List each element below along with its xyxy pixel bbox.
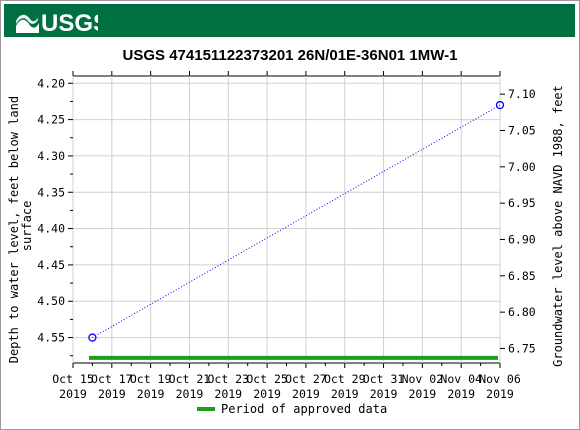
x-tick-year-label: 2019 [409, 387, 437, 401]
y-right-axis-label: Groundwater level above NAVD 1988, feet [551, 85, 565, 367]
y-left-tick-label: 4.45 [37, 258, 65, 272]
y-right-tick-label: 6.80 [508, 305, 536, 319]
x-tick-year-label: 2019 [292, 387, 320, 401]
x-tick-label: Nov 06 [479, 372, 521, 386]
y-left-axis-ticks: 4.20 4.25 4.30 4.35 4.40 4.45 4.50 4.55 [37, 76, 73, 357]
y-right-axis-ticks: 6.75 6.80 6.85 6.90 6.95 7.00 7.05 7.10 [500, 87, 536, 355]
y-left-tick-label: 4.50 [37, 294, 65, 308]
x-tick-label: Oct 21 [169, 372, 211, 386]
y-right-tick-label: 7.00 [508, 160, 536, 174]
x-tick-year-label: 2019 [486, 387, 514, 401]
series-line [92, 104, 501, 339]
x-tick-label: Nov 02 [402, 372, 444, 386]
y-right-tick-label: 7.10 [508, 87, 536, 101]
y-right-tick-label: 6.95 [508, 196, 536, 210]
legend-label-approved: Period of approved data [221, 402, 387, 416]
y-left-tick-label: 4.25 [37, 113, 65, 127]
usgs-header-banner: USGS [4, 4, 575, 37]
y-right-tick-label: 6.90 [508, 232, 536, 246]
x-tick-label: Nov 04 [440, 372, 482, 386]
x-tick-label: Oct 19 [130, 372, 172, 386]
y-right-tick-label: 6.75 [508, 341, 536, 355]
grid-lines [72, 76, 501, 363]
x-tick-year-label: 2019 [59, 387, 87, 401]
y-left-tick-label: 4.20 [37, 76, 65, 90]
y-right-tick-label: 6.85 [508, 269, 536, 283]
x-tick-label: Oct 17 [91, 372, 133, 386]
y-left-tick-label: 4.40 [37, 222, 65, 236]
x-tick-label: Oct 31 [363, 372, 405, 386]
chart-title: USGS 474151122373201 26N/01E-36N01 1MW-1 [123, 47, 458, 64]
x-tick-year-label: 2019 [370, 387, 398, 401]
x-tick-label: Oct 25 [246, 372, 288, 386]
x-tick-label: Oct 15 [52, 372, 94, 386]
y-left-axis-label: Depth to water level, feet below land su… [7, 89, 34, 364]
y-left-axis-label-line1: Depth to water level, feet below land [7, 96, 21, 363]
x-tick-year-label: 2019 [176, 387, 204, 401]
x-tick-year-label: 2019 [447, 387, 475, 401]
x-tick-label: Oct 29 [324, 372, 366, 386]
y-right-tick-label: 7.05 [508, 123, 536, 137]
x-tick-year-label: 2019 [214, 387, 242, 401]
x-tick-year-label: 2019 [253, 387, 281, 401]
x-tick-label: Oct 23 [207, 372, 249, 386]
usgs-logo-icon: USGS [16, 10, 98, 35]
x-tick-label: Oct 27 [285, 372, 327, 386]
legend: Period of approved data [197, 402, 387, 416]
data-point-marker [495, 100, 505, 110]
y-left-tick-label: 4.35 [37, 185, 65, 199]
usgs-logo-text: USGS [41, 10, 98, 35]
x-tick-year-label: 2019 [137, 387, 165, 401]
series-layer [88, 100, 505, 342]
x-tick-year-label: 2019 [331, 387, 359, 401]
y-left-axis-label-line2: surface [20, 201, 34, 252]
y-left-tick-label: 4.55 [37, 331, 65, 345]
y-left-tick-label: 4.30 [37, 149, 65, 163]
plot-area [72, 75, 501, 364]
x-tick-year-label: 2019 [98, 387, 126, 401]
data-point-marker [88, 333, 97, 342]
